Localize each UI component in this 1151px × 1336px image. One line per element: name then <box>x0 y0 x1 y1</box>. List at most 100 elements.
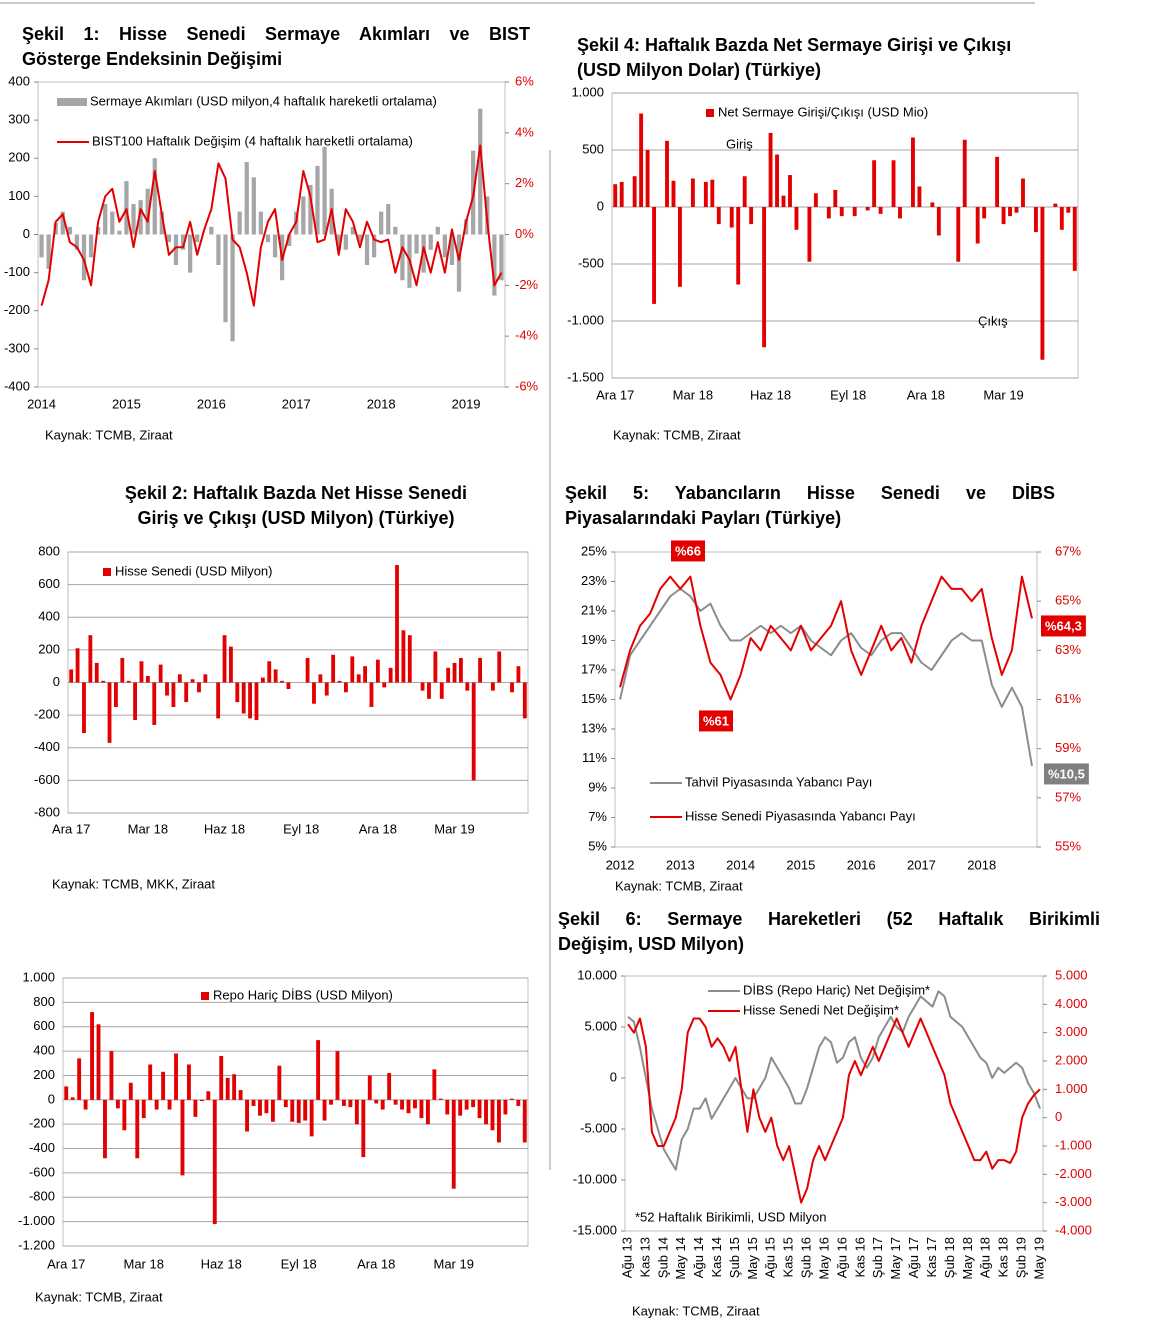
bar <box>420 682 425 691</box>
bar <box>238 1090 243 1100</box>
x-tick-label: 2018 <box>967 857 996 872</box>
x-tick-label: 2016 <box>197 396 226 411</box>
plot-frame <box>624 975 1044 1232</box>
bar <box>678 207 682 287</box>
y-tick-label: 59% <box>1055 740 1081 755</box>
y-tick-label: -6% <box>515 378 539 393</box>
bar <box>432 1069 437 1100</box>
bar <box>225 1077 230 1100</box>
bar <box>865 207 870 211</box>
bar <box>401 630 406 683</box>
y-tick-label: 600 <box>33 1018 55 1033</box>
chart-title: Şekil 4: Haftalık Bazda Net Sermaye Giri… <box>577 33 1011 83</box>
bar <box>703 181 708 207</box>
bar <box>88 234 94 258</box>
bar <box>492 234 497 296</box>
bar <box>96 1024 101 1100</box>
x-tick-label: Mar 18 <box>673 387 713 402</box>
bar <box>807 207 812 262</box>
x-tick-label: Eyl 18 <box>283 821 319 836</box>
x-tick-label: 2012 <box>606 857 635 872</box>
y-tick-label: 400 <box>38 609 60 624</box>
y-tick-label: -1.000 <box>567 312 604 327</box>
bar <box>826 207 831 219</box>
y-tick-label: 0% <box>515 226 534 241</box>
x-tick-label: Ağu 18 <box>978 1237 993 1278</box>
bar <box>296 1099 301 1123</box>
bar <box>216 234 221 265</box>
bar <box>374 1099 379 1104</box>
bar <box>158 664 163 683</box>
bar <box>83 1099 88 1110</box>
bar <box>209 226 214 235</box>
x-tick-label: Şub 15 <box>727 1237 742 1278</box>
bar <box>283 1099 288 1108</box>
y-tick-label: 800 <box>38 543 60 558</box>
y-tick-label: -3.000 <box>1055 1194 1092 1209</box>
bar <box>367 1075 372 1100</box>
bar <box>419 1099 424 1119</box>
bar <box>522 682 527 719</box>
bar <box>716 207 721 225</box>
y-tick-label: -1.000 <box>18 1213 55 1228</box>
bar <box>67 226 72 235</box>
title-line: (USD Milyon Dolar) (Türkiye) <box>577 60 822 80</box>
bar <box>350 656 355 683</box>
source-note: Kaynak: TCMB, MKK, Ziraat <box>52 876 215 891</box>
bar <box>312 682 316 704</box>
bar <box>350 226 355 235</box>
x-tick-label: Ara 17 <box>596 387 634 402</box>
bar <box>69 669 74 683</box>
bar <box>309 1099 314 1137</box>
x-tick-label: May 14 <box>673 1237 688 1280</box>
bar <box>364 234 370 265</box>
y-tick-label: -600 <box>34 772 60 787</box>
y-tick-label: 200 <box>8 150 30 165</box>
bar <box>335 1051 340 1100</box>
bar <box>258 1099 262 1116</box>
bar <box>245 1099 249 1132</box>
x-tick-label: Haz 18 <box>201 1256 242 1271</box>
bar <box>348 1099 353 1108</box>
bar <box>962 139 967 207</box>
bar <box>425 1099 430 1125</box>
bar <box>272 234 278 258</box>
y-tick-label: 57% <box>1055 789 1081 804</box>
bar <box>343 234 348 250</box>
bar <box>386 204 391 235</box>
bar <box>393 1099 398 1105</box>
bar <box>356 674 361 683</box>
bar <box>1066 207 1071 213</box>
bar <box>762 207 767 348</box>
y-tick-label: -500 <box>578 255 604 270</box>
bar <box>237 211 242 235</box>
bar <box>1014 207 1019 213</box>
bar <box>645 150 650 207</box>
x-tick-label: 2017 <box>282 396 311 411</box>
bar <box>187 1064 191 1100</box>
bar <box>331 654 336 683</box>
bar <box>315 165 320 235</box>
y-tick-label: -100 <box>4 264 30 279</box>
bar <box>452 662 457 683</box>
bar <box>329 1099 333 1105</box>
bar <box>451 1099 456 1189</box>
title-line: Şekil 2: Haftalık Bazda Net Hisse Senedi <box>124 483 468 503</box>
y-tick-label: 800 <box>33 994 55 1009</box>
x-tick-label: Mar 18 <box>128 821 168 836</box>
bar <box>135 1099 140 1159</box>
annotation: %66 <box>675 543 701 558</box>
legend-swatch <box>201 992 209 1000</box>
x-tick-label: 2014 <box>27 396 56 411</box>
bar <box>380 1099 385 1110</box>
y-tick-label: -800 <box>29 1189 55 1204</box>
bar <box>290 1099 295 1122</box>
y-tick-label: -200 <box>34 707 60 722</box>
bar <box>406 1099 411 1114</box>
x-tick-label: Kas 17 <box>924 1237 939 1277</box>
bar <box>382 682 387 688</box>
legend-label: Hisse Senedi (USD Milyon) <box>115 563 273 578</box>
bar <box>995 156 1000 207</box>
bar <box>439 682 444 699</box>
legend-swatch <box>706 109 714 117</box>
